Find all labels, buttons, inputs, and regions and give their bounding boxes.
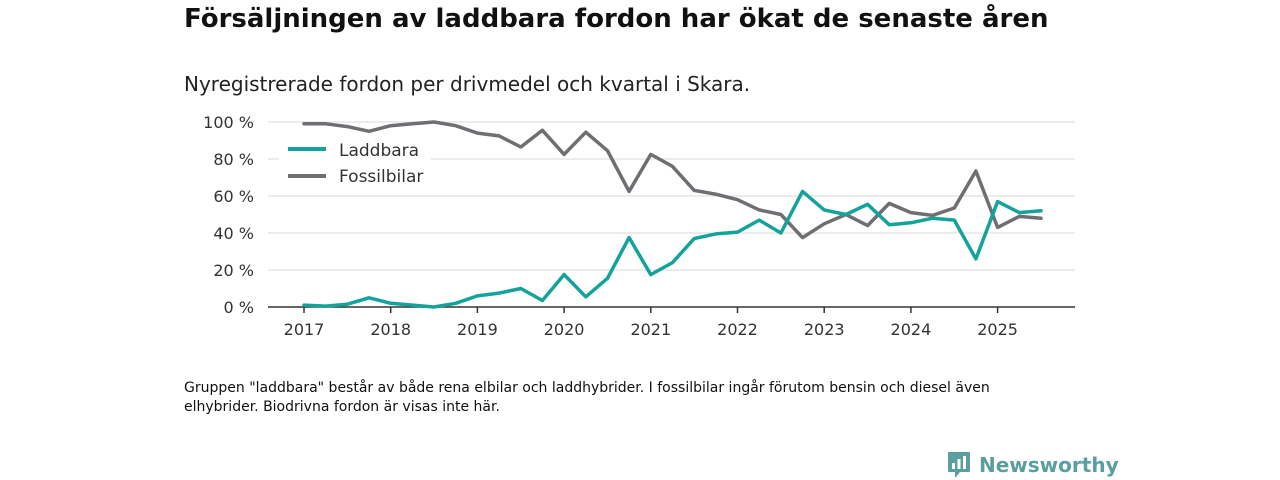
brand-name: Newsworthy <box>979 453 1119 477</box>
x-tick-label: 2021 <box>630 320 671 339</box>
legend-label-laddbara: Laddbara <box>339 141 419 161</box>
x-tick-label: 2024 <box>891 320 932 339</box>
y-tick-label: 60 % <box>213 187 254 206</box>
x-axis-ticks: 2017 2018 2019 2020 2021 2022 2023 2024 2025 <box>284 307 1018 339</box>
series-line-fossilbilar <box>302 120 1043 240</box>
x-tick-label: 2019 <box>457 320 498 339</box>
legend-background <box>279 133 431 193</box>
legend: Laddbara Fossilbilar <box>279 133 431 193</box>
chart-subtitle: Nyregistrerade fordon per drivmedel och … <box>184 72 751 96</box>
chart-title: Försäljningen av laddbara fordon har öka… <box>184 4 1049 34</box>
y-tick-label: 40 % <box>213 224 254 243</box>
y-axis-ticks: 0 % 20 % 40 % 60 % 80 % 100 % <box>203 113 254 317</box>
x-tick-label: 2017 <box>284 320 325 339</box>
x-tick-label: 2025 <box>977 320 1018 339</box>
y-tick-label: 100 % <box>203 113 254 132</box>
x-tick-label: 2022 <box>717 320 758 339</box>
footnote: Gruppen "laddbara" består av både rena e… <box>184 380 990 415</box>
x-tick-label: 2023 <box>804 320 845 339</box>
x-tick-label: 2020 <box>544 320 585 339</box>
y-tick-label: 20 % <box>213 261 254 280</box>
y-tick-label: 80 % <box>213 150 254 169</box>
series-line-laddbara <box>302 189 1043 309</box>
line-chart: 0 % 20 % 40 % 60 % 80 % 100 % 2017 2018 2019 202… <box>203 113 1075 339</box>
legend-label-fossilbilar: Fossilbilar <box>339 167 423 187</box>
series-lines <box>302 120 1043 309</box>
y-tick-label: 0 % <box>224 298 254 317</box>
newsworthy-logo-icon <box>948 452 970 478</box>
x-tick-label: 2018 <box>370 320 411 339</box>
brand-logo[interactable]: Newsworthy <box>947 451 1119 479</box>
